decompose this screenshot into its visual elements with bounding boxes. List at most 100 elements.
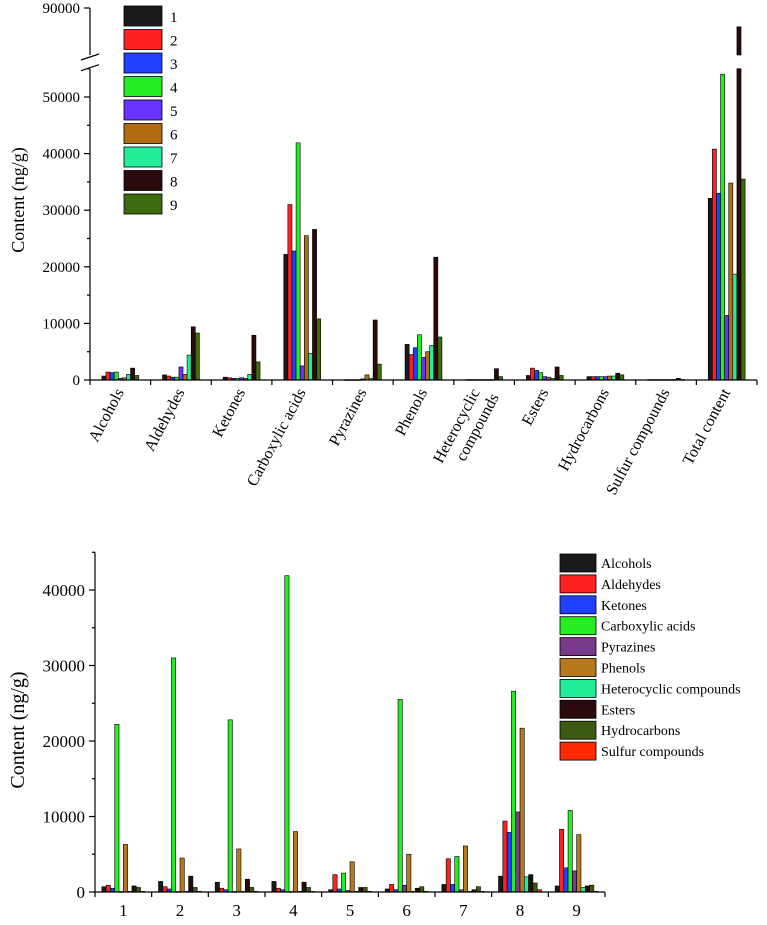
bar-hydrocarbons-6 [419, 886, 425, 893]
bar-alcohols-1 [101, 886, 107, 893]
bar-8-8 [554, 366, 560, 381]
bar-3-8 [534, 370, 539, 381]
legend-swatch [123, 99, 163, 121]
bar-hydrocarbons-2 [192, 887, 198, 893]
bar-carboxylic-acids-1 [114, 724, 120, 893]
y-tick-label: 40000 [43, 581, 86, 600]
bar-4-1 [113, 371, 119, 381]
bar-5-6 [421, 357, 426, 381]
bar-8-1 [130, 367, 135, 381]
x-category-label: Pyrazines [326, 386, 370, 449]
x-category-label: Sulfur compounds [603, 386, 673, 498]
x-category-label: 4 [289, 901, 298, 920]
bar-9-2 [195, 332, 200, 381]
bar-8-9 [615, 372, 621, 381]
bar-phenols-1 [123, 844, 128, 893]
bar-5-4 [299, 365, 305, 381]
bar-esters-9 [584, 885, 590, 893]
legend-label: Phenols [601, 662, 645, 677]
bar-2-8 [530, 367, 535, 381]
bar-1-11 [707, 198, 713, 381]
y-tick-label: 30000 [43, 203, 81, 219]
bar-5-2 [178, 366, 184, 381]
legend-label: 7 [170, 151, 178, 167]
bar-8-11 [736, 68, 742, 381]
bar-alcohols-8 [498, 875, 504, 893]
bar-9-5 [376, 363, 382, 381]
bar-ketones-7 [450, 884, 456, 893]
bar-8-2 [190, 326, 196, 381]
bar-phenols-4 [293, 831, 298, 893]
bar-6-5 [364, 374, 370, 381]
bar-alcohols-7 [441, 884, 447, 893]
legend-label: 2 [170, 34, 178, 50]
bar-2-6 [408, 354, 414, 381]
y-tick-label: 10000 [43, 316, 81, 332]
legend-label: Esters [601, 703, 635, 718]
y-axis-title: Content (ng/g) [7, 671, 29, 788]
bar-phenols-8 [519, 727, 525, 893]
bar-aldehydes-6 [389, 884, 395, 893]
y-tick-label: 30000 [43, 657, 86, 676]
bar-5-11 [724, 315, 730, 381]
axis-break-mark [80, 53, 100, 61]
legend-label: 3 [170, 57, 178, 73]
bar-3-4 [291, 250, 297, 381]
bar-7-2 [186, 354, 192, 381]
bar-ketones-9 [563, 867, 569, 893]
bottom-bar-chart: 0 10000 20000 30000 40000 1 2 3 4 5 6 7 8 9 Content (n… [7, 551, 741, 920]
bar-8-5 [372, 319, 378, 381]
bar-9-9 [619, 374, 625, 381]
y-tick-label: 20000 [43, 732, 86, 751]
legend-swatch [559, 699, 597, 719]
bar-9-1 [134, 375, 140, 381]
legend-swatch [123, 170, 163, 191]
x-category-label: 5 [346, 901, 355, 920]
legend-label: Sulfur compounds [601, 745, 704, 760]
bar-carboxylic-acids-2 [171, 657, 176, 893]
bar-alcohols-3 [214, 881, 220, 893]
legend-swatch [123, 123, 163, 144]
bar-8-7 [494, 368, 499, 381]
y-tick-label: 0 [73, 373, 81, 389]
bar-pyrazines-6 [402, 884, 407, 893]
bar-phenols-3 [236, 848, 242, 893]
bar-3-11 [716, 192, 721, 381]
bar-9-8 [558, 375, 564, 381]
bar-hydrocarbons-8 [532, 882, 538, 893]
legend-swatch [123, 5, 163, 27]
top-bar-chart: 0 10000 20000 30000 40000 50000 90000 Alcohols A… [8, 1, 758, 498]
legend-label: Aldehydes [601, 578, 661, 593]
bar-6-4 [303, 235, 309, 381]
legend-swatch [123, 146, 163, 168]
bar-7-3 [247, 374, 253, 381]
bar-phenols-9 [576, 834, 582, 893]
x-category-label: 6 [402, 901, 411, 920]
axis-break-mark [80, 64, 100, 72]
bar-hydrocarbons-7 [475, 886, 481, 893]
bar-pyrazines-8 [515, 811, 521, 893]
x-category-label: Total content [680, 385, 735, 467]
bar-2-4 [287, 204, 293, 381]
bar-carboxylic-acids-8 [511, 690, 516, 893]
bar-6-2 [182, 374, 188, 381]
bar-8-3 [251, 334, 257, 381]
bar-phenols-5 [349, 861, 355, 893]
x-category-label: Phenols [392, 386, 431, 439]
bar-1-4 [283, 254, 289, 381]
legend-swatch [559, 720, 597, 740]
bar-2-11 [712, 148, 717, 381]
bar-heterocyclic-compounds-9 [580, 887, 586, 893]
bar-carboxylic-acids-7 [454, 856, 460, 893]
x-category-label: 9 [572, 901, 581, 920]
legend-label: Alcohols [601, 557, 652, 572]
legend-swatch [123, 29, 163, 50]
legend-swatch [559, 616, 597, 636]
legend-swatch [559, 637, 597, 656]
bar-alcohols-2 [158, 881, 164, 893]
x-category-label: Hydrocarbons [555, 386, 613, 474]
bar-aldehydes-7 [445, 858, 451, 893]
bar-2-1 [105, 371, 111, 381]
bar-7-4 [308, 353, 313, 381]
x-category-label: 8 [516, 901, 525, 920]
